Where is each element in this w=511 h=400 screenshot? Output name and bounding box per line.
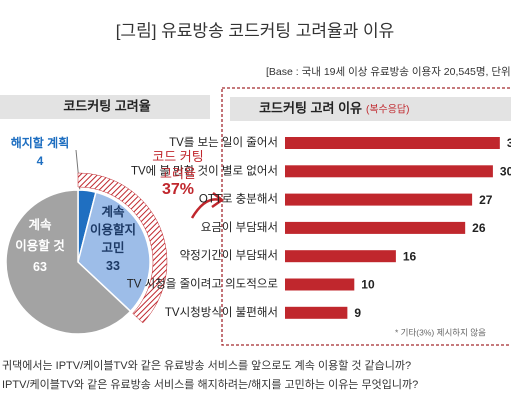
bar-label: 요금이 부담돼서 <box>201 221 278 234</box>
bar-label: TV시청방식이 불편해서 <box>165 306 278 319</box>
bar <box>285 193 473 206</box>
panel-header <box>0 95 210 119</box>
pie-title: 코드커팅 고려율 <box>63 98 150 113</box>
question: 귀댁에서는 IPTV/케이블TV와 같은 유료방송 서비스를 앞으로도 계속 이… <box>2 359 411 372</box>
base-note: [Base : 국내 19세 이상 유료방송 이용자 20,545명, 단위: <box>266 65 511 78</box>
slice-label: 계속 이용할 것 63 <box>15 215 64 278</box>
bar-label: 약정기간이 부담돼서 <box>180 248 278 262</box>
bar-value: 27 <box>479 193 493 207</box>
title: [그림] 유료방송 코드커팅 고려율과 이유 <box>116 21 395 40</box>
bar-label: TV 시청을 줄이려고 의도적으로 <box>127 278 278 291</box>
arrow <box>190 198 221 219</box>
bar-label: TV를 보는 일이 줄어서 <box>169 135 278 149</box>
bar <box>285 250 396 263</box>
bar-value: 26 <box>472 221 486 235</box>
bar-title: 코드커팅 고려 이유 <box>259 100 362 115</box>
pie-slice <box>77 191 151 313</box>
highlight-value: 37% <box>161 181 195 198</box>
bar-value: 31 <box>507 136 511 150</box>
slice-name: 계속 이용할지 고민 <box>89 205 137 255</box>
bar <box>285 221 466 234</box>
slice-value: 4 <box>36 154 44 168</box>
bar <box>285 278 355 291</box>
bar-value: 30 <box>500 164 511 178</box>
reason-box <box>221 87 511 346</box>
bar-value: 10 <box>361 278 375 292</box>
slice-label: 계속 이용할지 고민 33 <box>90 203 136 275</box>
bar-label: TV에 볼 만한 것이 별로 없어서 <box>131 164 278 177</box>
slice-value: 63 <box>33 260 47 274</box>
bar <box>285 306 348 319</box>
footnote: * 기타(3%) 제시하지 않음 <box>395 327 486 337</box>
bar <box>285 165 493 178</box>
slice-name: 계속 이용할 것 <box>15 218 65 253</box>
question: IPTV/케이블TV와 같은 유료방송 서비스를 해지하려는/해지를 고민하는 … <box>2 377 418 391</box>
bar <box>285 137 500 149</box>
bar-value: 9 <box>354 306 361 320</box>
highlight-label: 코드 커팅 고려율 <box>152 149 204 181</box>
pie-slice <box>5 189 132 335</box>
panel-header <box>230 97 511 121</box>
slice-name: 해지할 계획 <box>10 136 70 150</box>
bar-subtitle: (복수응답) <box>366 104 409 116</box>
highlight-ring <box>77 172 168 324</box>
bar-label: OTT로 충분해서 <box>199 193 278 206</box>
bar-value: 16 <box>403 249 417 263</box>
slice-value: 33 <box>106 259 120 273</box>
arrow-head <box>211 192 225 209</box>
slice-label: 해지할 계획 4 <box>11 134 70 170</box>
